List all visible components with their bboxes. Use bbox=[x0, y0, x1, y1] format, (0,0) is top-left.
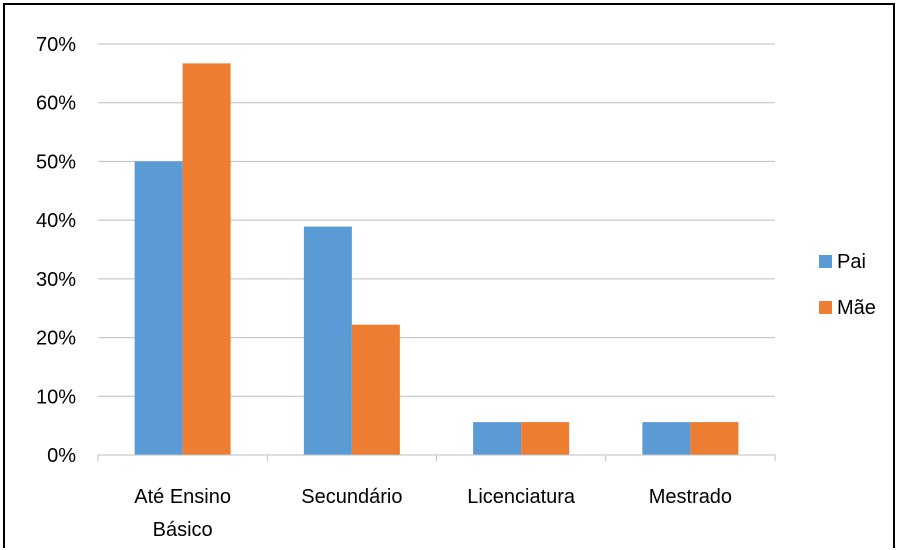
legend-swatch-2 bbox=[819, 301, 832, 314]
bar-pai-4 bbox=[642, 422, 691, 455]
y-tick-label: 60% bbox=[36, 93, 76, 115]
x-category-label: Mestrado bbox=[649, 486, 732, 508]
x-axis bbox=[97, 454, 776, 461]
bar-mae-2 bbox=[351, 324, 400, 455]
bar-pai-1 bbox=[134, 161, 183, 455]
chart-frame: 0% 10% 20% 30% 40% 50% 60% 70% Até Ensino Básico… bbox=[3, 3, 895, 548]
y-tick-label: 30% bbox=[36, 269, 76, 291]
x-category-label: Até Ensino Básico bbox=[134, 486, 231, 541]
legend-label-2: Mãe bbox=[837, 297, 876, 319]
bars bbox=[134, 63, 739, 456]
legend-swatch-1 bbox=[819, 255, 832, 268]
y-tick-label: 0% bbox=[47, 445, 76, 467]
bar-chart: 0% 10% 20% 30% 40% 50% 60% 70% Até Ensino Básico… bbox=[36, 34, 876, 541]
bar-pai-2 bbox=[303, 226, 352, 455]
x-axis-category-labels: Até Ensino Básico Secundário Licenciatura Me… bbox=[134, 486, 732, 541]
y-tick-label: 10% bbox=[36, 386, 76, 408]
x-category-label: Secundário bbox=[301, 486, 402, 508]
legend: Pai Mãe bbox=[819, 251, 876, 319]
bar-pai-3 bbox=[473, 422, 522, 455]
y-tick-label: 50% bbox=[36, 151, 76, 173]
y-tick-label: 20% bbox=[36, 328, 76, 350]
legend-label-1: Pai bbox=[837, 251, 866, 273]
bar-mae-4 bbox=[690, 422, 739, 455]
bar-mae-1 bbox=[182, 63, 231, 456]
bar-mae-3 bbox=[521, 422, 570, 455]
y-tick-label: 70% bbox=[36, 34, 76, 56]
x-category-label: Licenciatura bbox=[467, 486, 576, 508]
y-tick-label: 40% bbox=[36, 210, 76, 232]
y-axis-tick-labels: 0% 10% 20% 30% 40% 50% 60% 70% bbox=[36, 34, 76, 467]
